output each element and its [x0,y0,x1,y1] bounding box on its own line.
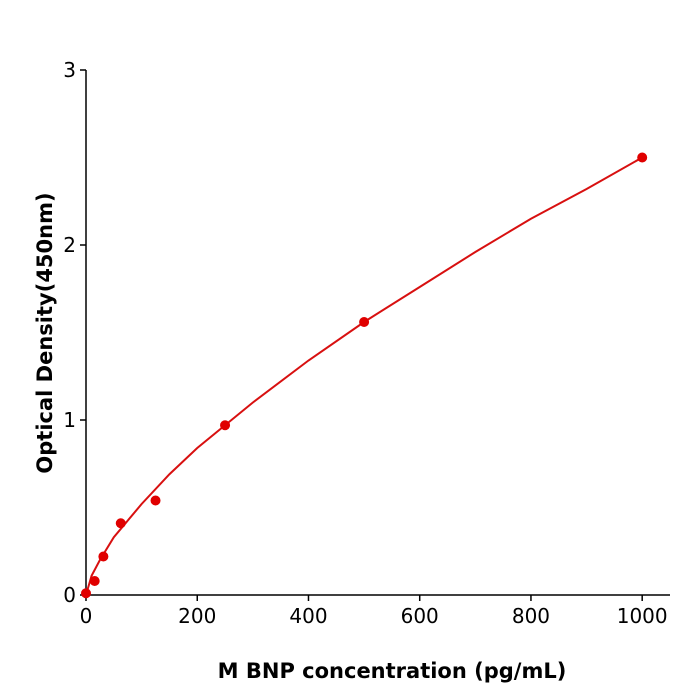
y-tick-label: 1 [63,408,76,432]
x-tick-label: 200 [178,604,216,628]
x-tick-label: 400 [289,604,327,628]
y-tick-label: 2 [63,233,76,257]
data-point [637,152,648,163]
y-tick-label: 0 [63,583,76,607]
x-tick-label: 1000 [617,604,668,628]
data-point [89,576,100,586]
data-point [81,588,91,599]
data-point [359,317,370,327]
y-tick-label: 3 [63,58,76,82]
x-tick-label: 600 [401,604,439,628]
x-tick-label: 0 [80,604,93,628]
data-point [98,551,109,562]
y-axis-label: Optical Density(450nm) [33,192,57,473]
x-tick-label: 800 [512,604,550,628]
data-point [220,420,231,431]
fit-curve [85,156,643,596]
x-axis-label: M BNP concentration (pg/mL) [218,659,567,683]
data-point [115,518,126,529]
data-point [150,495,161,506]
